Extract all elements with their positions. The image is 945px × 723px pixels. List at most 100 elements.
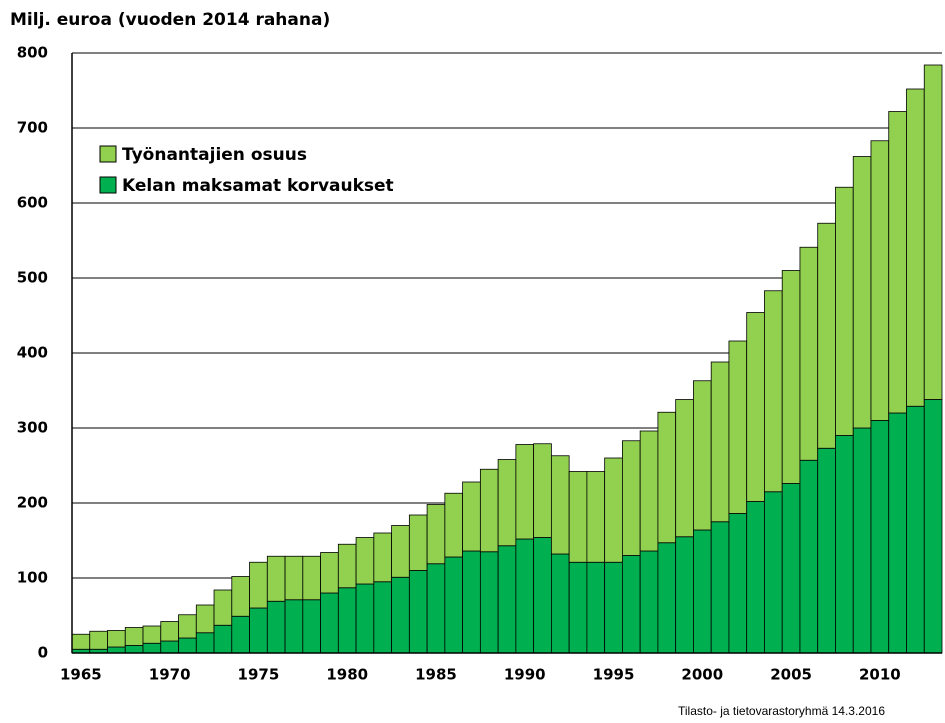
- bar-segment: [799, 459, 819, 654]
- bar-segment: [160, 640, 179, 654]
- bar-segment: [533, 443, 552, 538]
- bar-segment: [408, 514, 428, 571]
- bar-segment: [426, 563, 446, 654]
- bar-segment: [373, 581, 392, 654]
- bar-segment: [888, 412, 907, 654]
- x-tick-label: 1975: [238, 666, 280, 684]
- bar-segment: [835, 435, 854, 654]
- bar-segment: [710, 521, 730, 654]
- bar-segment: [675, 536, 694, 654]
- bar-segment: [622, 440, 641, 556]
- bar-segment: [728, 340, 748, 514]
- bar-segment: [568, 471, 588, 563]
- bar-segment: [923, 64, 943, 400]
- legend-label: Työnantajien osuus: [122, 145, 307, 165]
- x-tick-label: 1995: [593, 666, 635, 684]
- bar-segment: [124, 627, 144, 646]
- bar-segment: [444, 556, 464, 654]
- bar-segment: [178, 614, 197, 639]
- bar-segment: [746, 501, 765, 654]
- x-tick-label: 1970: [149, 666, 191, 684]
- x-tick-label: 1985: [415, 666, 457, 684]
- bar-segment: [462, 481, 481, 552]
- bar-segment: [231, 615, 250, 654]
- bar-segment: [604, 457, 623, 563]
- bar-segment: [195, 604, 215, 634]
- bar-segment: [355, 537, 375, 585]
- bar-segment: [373, 532, 392, 583]
- bar-segment: [355, 583, 375, 654]
- bar-segment: [852, 427, 872, 654]
- bar-segment: [817, 447, 836, 654]
- bar-segment: [888, 111, 907, 414]
- bar-segment: [479, 551, 499, 654]
- legend-swatch: [99, 176, 117, 194]
- bar-segment: [320, 552, 339, 594]
- bar-segment: [284, 555, 304, 601]
- bar-segment: [266, 600, 286, 654]
- bar-segment: [89, 630, 108, 650]
- bar-segment: [231, 576, 250, 617]
- bar-segment: [906, 88, 925, 407]
- bar-segment: [142, 642, 162, 654]
- bar-segment: [657, 411, 677, 544]
- bar-segment: [160, 621, 179, 642]
- bar-segment: [728, 513, 748, 654]
- bar-segment: [906, 405, 925, 654]
- bar-segment: [195, 632, 215, 654]
- bar-segment: [568, 561, 588, 654]
- bar-segment: [71, 633, 91, 650]
- bar-segment: [213, 624, 233, 654]
- bar-segment: [781, 270, 801, 484]
- bar-segment: [444, 492, 464, 558]
- y-tick-label: 800: [17, 44, 48, 62]
- bar-segment: [302, 599, 321, 654]
- chart-title: Milj. euroa (vuoden 2014 rahana): [10, 10, 330, 30]
- y-tick-label: 500: [17, 269, 48, 287]
- x-tick-label: 2010: [859, 666, 901, 684]
- bar-segment: [764, 491, 783, 654]
- bar-segment: [107, 646, 126, 654]
- bar-segment: [515, 444, 535, 540]
- bar-segment: [764, 290, 783, 493]
- bar-segment: [693, 529, 712, 654]
- x-tick-label: 1965: [60, 666, 102, 684]
- bar-segment: [639, 550, 659, 654]
- y-tick-label: 0: [38, 644, 48, 662]
- bar-segment: [107, 630, 126, 648]
- bar-segment: [710, 361, 730, 523]
- bar-segment: [515, 538, 535, 654]
- bar-segment: [284, 599, 304, 654]
- y-tick-label: 200: [17, 494, 48, 512]
- bar-segment: [302, 555, 321, 601]
- y-tick-label: 100: [17, 569, 48, 587]
- bar-segment: [799, 246, 819, 461]
- bar-segment: [550, 553, 570, 654]
- bar-segment: [479, 468, 499, 553]
- bar-segment: [586, 471, 606, 563]
- y-tick-label: 600: [17, 194, 48, 212]
- bar-segment: [675, 399, 694, 538]
- bar-segment: [781, 483, 801, 654]
- bar-segment: [497, 545, 517, 654]
- x-tick-label: 2005: [770, 666, 812, 684]
- bar-segment: [923, 399, 943, 654]
- bar-segment: [249, 561, 268, 609]
- bar-segment: [426, 504, 446, 565]
- bar-segment: [746, 312, 765, 502]
- bar-segment: [639, 430, 659, 552]
- bar-segment: [870, 420, 890, 654]
- bar-segment: [693, 380, 712, 531]
- y-tick-label: 300: [17, 419, 48, 437]
- x-tick-label: 1990: [504, 666, 546, 684]
- bar-segment: [213, 589, 233, 626]
- bar-segment: [497, 459, 517, 547]
- bar-segment: [817, 222, 836, 449]
- bar-segment: [870, 140, 890, 421]
- bar-segment: [586, 561, 606, 654]
- bar-segment: [408, 570, 428, 654]
- y-tick-label: 400: [17, 344, 48, 362]
- y-tick-label: 700: [17, 119, 48, 137]
- x-tick-label: 2000: [681, 666, 723, 684]
- bar-segment: [657, 542, 677, 654]
